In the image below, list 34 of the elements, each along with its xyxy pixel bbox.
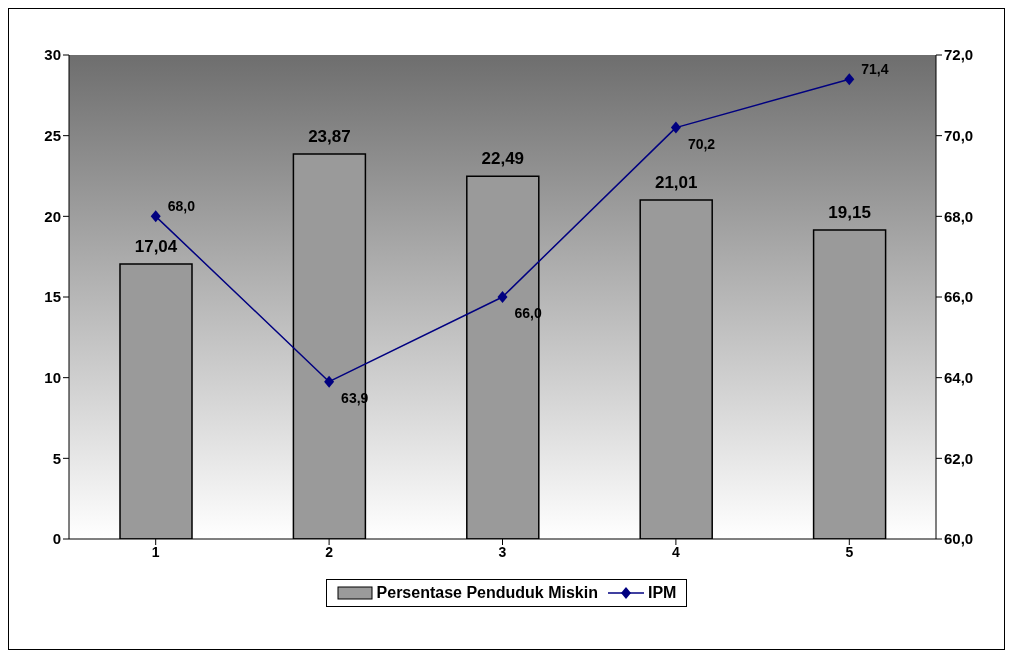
data-label: 22,49 [481, 149, 525, 169]
point [497, 291, 508, 303]
data-label: 19,15 [828, 203, 871, 223]
data-label: 23,87 [308, 126, 351, 146]
y2-tick-label: 62,0 [944, 449, 974, 467]
y-tick-label: 20 [44, 207, 61, 225]
y2-tick-label: 70,0 [944, 126, 974, 144]
y-tick-label: 5 [52, 449, 61, 467]
point [844, 73, 855, 86]
x-tick-label: 4 [672, 543, 680, 560]
y-tick-label: 0 [52, 530, 61, 548]
y2-tick-label: 66,0 [944, 288, 974, 306]
x-tick-label: 2 [325, 543, 334, 560]
x-tick-label: 1 [151, 543, 160, 560]
point [670, 121, 681, 134]
point [150, 210, 161, 223]
legend-label: IPM [647, 584, 677, 602]
y-tick-label: 10 [44, 368, 61, 386]
legend-label: Persentase Penduduk Miskin [376, 584, 598, 602]
y-tick-label: 15 [44, 288, 61, 306]
x-tick-label: 3 [498, 543, 507, 560]
data-label: 70,2 [687, 135, 716, 152]
y2-tick-label: 64,0 [944, 368, 974, 386]
y2-tick-label: 60,0 [944, 530, 974, 548]
data-label: 21,01 [654, 173, 698, 193]
point [324, 375, 335, 388]
y-tick-label: 25 [44, 126, 61, 144]
x-tick-label: 5 [845, 543, 854, 560]
y2-tick-label: 68,0 [944, 207, 974, 225]
data-label: 68,0 [167, 198, 196, 215]
data-label: 71,4 [861, 61, 889, 78]
y2-tick-label: 72,0 [944, 46, 974, 64]
y-tick-label: 30 [44, 46, 61, 64]
data-label: 17,04 [134, 237, 178, 257]
